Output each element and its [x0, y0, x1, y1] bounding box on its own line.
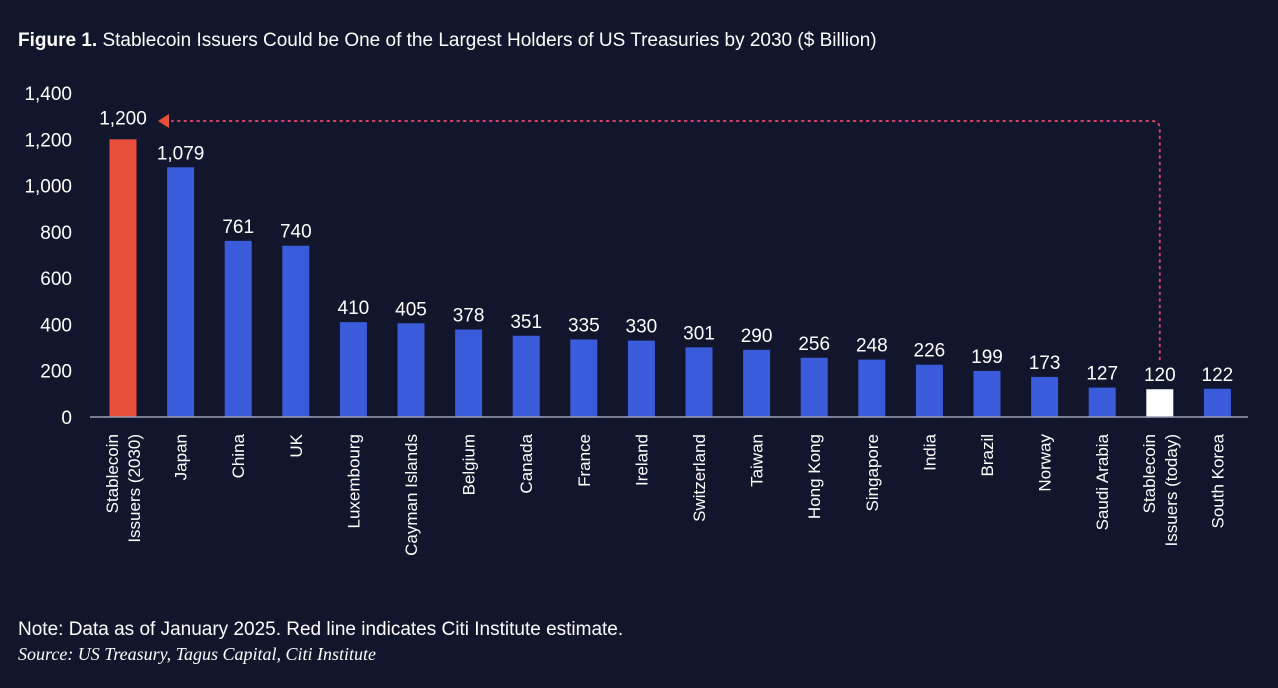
bar-chart: 0 200 400 600 800 1,000 1,200 1,400 1,200 Stablec…: [24, 84, 1248, 556]
figure-label: Figure 1.: [18, 30, 98, 51]
category-label: Saudi Arabia: [1093, 433, 1112, 530]
y-tick-label: 1,000: [24, 177, 72, 198]
category-label: Belgium: [460, 434, 479, 495]
data-label: 378: [453, 306, 485, 327]
title-text: Stablecoin Issuers Could be One of the L…: [102, 30, 877, 51]
category-label: Stablecoin: [1140, 434, 1159, 513]
chart-title: Figure 1. Stablecoin Issuers Could be On…: [18, 30, 877, 52]
data-label: 301: [683, 323, 715, 344]
category-label: Ireland: [632, 434, 651, 486]
bar: [685, 347, 713, 417]
bar: [512, 335, 540, 417]
y-tick-label: 400: [40, 315, 72, 336]
y-tick-label: 200: [40, 362, 72, 383]
data-label: 199: [971, 347, 1003, 368]
category-label: Switzerland: [690, 434, 709, 522]
y-tick-label: 1,200: [24, 130, 72, 151]
category-label: Issuers (2030): [125, 434, 144, 543]
data-label: 248: [856, 336, 888, 357]
bar: [973, 370, 1001, 417]
category-label: Issuers (today): [1162, 434, 1181, 546]
y-tick-label: 1,400: [24, 84, 72, 105]
category-label: Japan: [172, 434, 191, 480]
data-label: 122: [1202, 365, 1234, 386]
data-label: 335: [568, 315, 600, 336]
data-label: 173: [1029, 353, 1061, 374]
arrow-head-icon: [158, 114, 169, 128]
data-label: 226: [914, 341, 946, 362]
category-label: Canada: [517, 433, 536, 493]
bar: [1146, 389, 1174, 417]
category-label: Singapore: [863, 434, 882, 512]
bar: [1203, 388, 1231, 417]
data-label: 120: [1144, 365, 1176, 386]
category-label: India: [920, 433, 939, 470]
data-label: 127: [1086, 364, 1118, 385]
chart-source: Source: US Treasury, Tagus Capital, Citi…: [18, 644, 377, 664]
category-label: China: [229, 433, 248, 478]
category-label: Luxembourg: [344, 434, 363, 529]
category-label: Taiwan: [748, 434, 767, 487]
data-label: 761: [222, 217, 254, 238]
chart-note: Note: Data as of January 2025. Red line …: [18, 619, 624, 640]
data-label: 256: [798, 334, 830, 355]
data-label: 1,079: [157, 143, 205, 164]
category-label: Hong Kong: [805, 434, 824, 519]
bar: [282, 245, 310, 417]
bar: [1031, 376, 1059, 417]
category-label: France: [575, 434, 594, 487]
bar: [109, 139, 137, 418]
category-label: Norway: [1036, 434, 1055, 492]
y-tick-label: 800: [40, 223, 72, 244]
data-label: 1,200: [99, 108, 147, 129]
bar: [224, 240, 252, 417]
bar: [800, 357, 828, 417]
bar: [167, 167, 195, 417]
data-label: 330: [626, 317, 658, 338]
bar: [743, 349, 771, 417]
category-label: Cayman Islands: [402, 434, 421, 556]
category-label: UK: [287, 433, 306, 457]
data-label: 290: [741, 326, 773, 347]
data-label: 740: [280, 222, 312, 243]
category-label: South Korea: [1208, 433, 1227, 528]
bar: [397, 323, 425, 417]
bar: [1088, 387, 1116, 417]
data-label: 405: [395, 299, 427, 320]
bar: [915, 364, 943, 417]
y-tick-label: 600: [40, 269, 72, 290]
category-label: Stablecoin: [103, 434, 122, 513]
data-label: 351: [510, 312, 542, 333]
bar: [570, 339, 598, 417]
estimate-dotted-line: [171, 120, 1161, 361]
data-label: 410: [338, 298, 370, 319]
category-label: Brazil: [978, 434, 997, 477]
bar: [858, 359, 886, 417]
bar: [627, 340, 655, 417]
bar: [339, 322, 367, 417]
bar: [455, 329, 483, 417]
y-tick-label: 0: [61, 408, 72, 429]
